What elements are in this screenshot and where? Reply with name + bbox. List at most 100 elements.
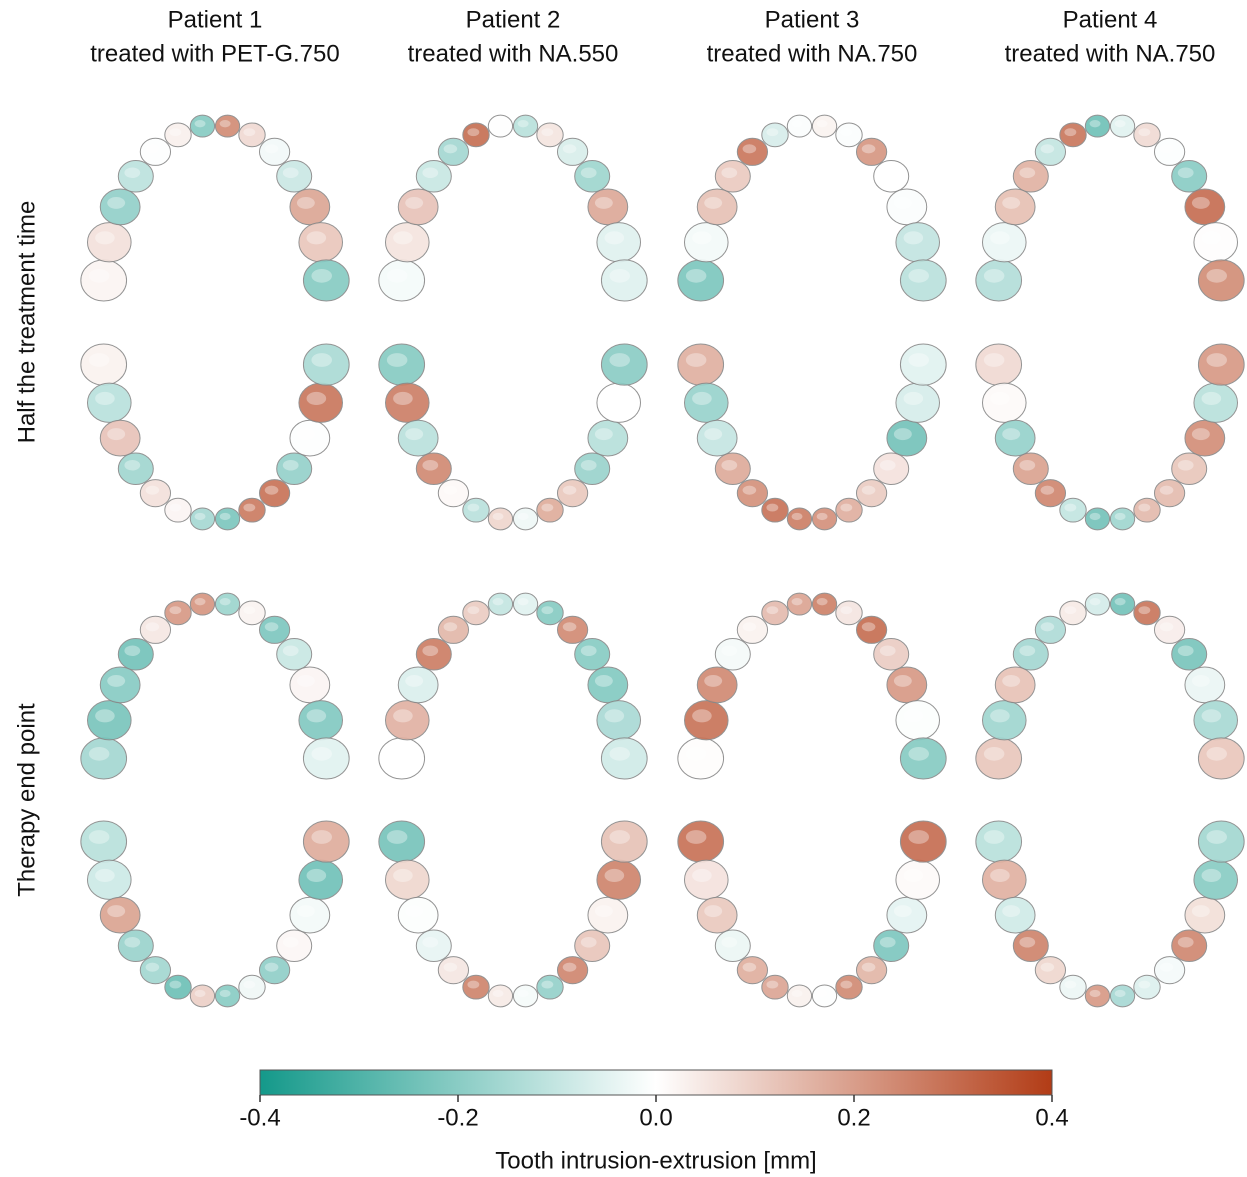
tooth xyxy=(786,507,813,531)
tooth-highlight xyxy=(861,962,876,972)
tooth xyxy=(1153,137,1186,166)
tooth-highlight xyxy=(405,196,424,209)
colorbar xyxy=(259,1069,1053,1096)
column-title: Patient 4 xyxy=(1063,6,1158,33)
tooth xyxy=(487,984,514,1008)
column-title: Patient 2 xyxy=(466,6,561,33)
tooth-highlight xyxy=(840,503,853,512)
tooth-highlight xyxy=(1114,598,1126,606)
tooth xyxy=(855,615,888,644)
tooth xyxy=(302,820,350,863)
tooth xyxy=(994,419,1036,457)
tooth-highlight xyxy=(742,144,757,154)
tooth-highlight xyxy=(580,645,597,657)
tooth-highlight xyxy=(1064,503,1077,512)
tooth xyxy=(415,638,452,671)
tooth xyxy=(415,452,452,485)
tooth-highlight xyxy=(243,980,256,989)
tooth-highlight xyxy=(386,268,408,283)
tooth-highlight xyxy=(893,196,912,209)
tooth xyxy=(600,820,648,863)
tooth-highlight xyxy=(903,709,924,723)
tooth-highlight xyxy=(1040,962,1055,972)
tooth xyxy=(1034,956,1067,985)
dental-arch xyxy=(677,114,947,531)
tooth xyxy=(899,343,947,386)
tooth xyxy=(214,507,241,531)
tooth-highlight xyxy=(685,830,707,844)
tooth-highlight xyxy=(791,512,803,521)
tooth-highlight xyxy=(124,936,141,948)
tooth xyxy=(899,737,947,780)
tooth xyxy=(786,592,813,616)
tooth xyxy=(1012,160,1049,193)
tooth xyxy=(786,114,813,138)
tooth xyxy=(86,222,132,263)
tooth xyxy=(736,137,769,166)
tooth-highlight xyxy=(306,868,327,882)
colorbar-tick-label: -0.2 xyxy=(437,1104,478,1131)
tooth-highlight xyxy=(766,503,779,512)
tooth-highlight xyxy=(517,598,529,606)
tooth xyxy=(397,896,439,934)
tooth-highlight xyxy=(443,962,458,972)
tooth-highlight xyxy=(1159,485,1174,495)
tooth-highlight xyxy=(791,120,803,128)
tooth-highlight xyxy=(107,905,126,918)
tooth xyxy=(189,114,216,138)
tooth-highlight xyxy=(908,353,930,367)
tooth-highlight xyxy=(1206,353,1228,367)
tooth-highlight xyxy=(685,353,707,367)
tooth-highlight xyxy=(879,645,896,657)
tooth xyxy=(1171,160,1208,193)
tooth-highlight xyxy=(88,268,110,283)
tooth-highlight xyxy=(704,196,723,209)
dental-arch xyxy=(378,592,648,1008)
tooth-highlight xyxy=(1019,645,1036,657)
tooth-highlight xyxy=(1159,622,1174,632)
tooth-highlight xyxy=(492,120,504,128)
tooth-highlight xyxy=(594,674,613,687)
tooth-highlight xyxy=(983,353,1005,367)
tooth-highlight xyxy=(124,459,141,471)
tooth xyxy=(981,859,1027,900)
tooth xyxy=(214,114,241,138)
tooth xyxy=(238,974,266,1000)
tooth-highlight xyxy=(296,674,315,687)
tooth xyxy=(873,638,910,671)
tooth-highlight xyxy=(1177,167,1194,179)
tooth-highlight xyxy=(742,962,757,972)
tooth xyxy=(276,452,313,485)
tooth-highlight xyxy=(983,268,1005,283)
tooth-highlight xyxy=(692,709,712,723)
tooth xyxy=(99,188,141,226)
tooth-highlight xyxy=(861,144,876,154)
tooth-highlight xyxy=(580,936,597,948)
tooth-highlight xyxy=(816,989,828,998)
tooth-highlight xyxy=(194,120,206,128)
tooth xyxy=(574,160,611,193)
tooth-highlight xyxy=(541,606,554,615)
tooth-highlight xyxy=(721,936,738,948)
tooth-highlight xyxy=(609,830,631,844)
tooth xyxy=(811,592,838,616)
tooth xyxy=(1133,974,1161,1000)
tooth-highlight xyxy=(791,598,803,606)
tooth xyxy=(696,666,738,704)
tooth xyxy=(683,382,729,423)
tooth xyxy=(994,666,1036,704)
tooth xyxy=(462,600,490,626)
tooth-highlight xyxy=(107,196,126,209)
tooth-highlight xyxy=(282,936,299,948)
tooth-highlight xyxy=(1002,196,1021,209)
colorbar-tick-label: 0.2 xyxy=(837,1104,870,1131)
tooth xyxy=(556,479,589,508)
tooth-highlight xyxy=(1201,868,1222,882)
tooth xyxy=(1153,615,1186,644)
tooth-highlight xyxy=(908,830,930,844)
tooth-highlight xyxy=(169,128,182,137)
tooth-highlight xyxy=(169,503,182,512)
tooth xyxy=(512,114,539,138)
tooth-highlight xyxy=(692,868,712,882)
tooth xyxy=(1133,600,1161,626)
